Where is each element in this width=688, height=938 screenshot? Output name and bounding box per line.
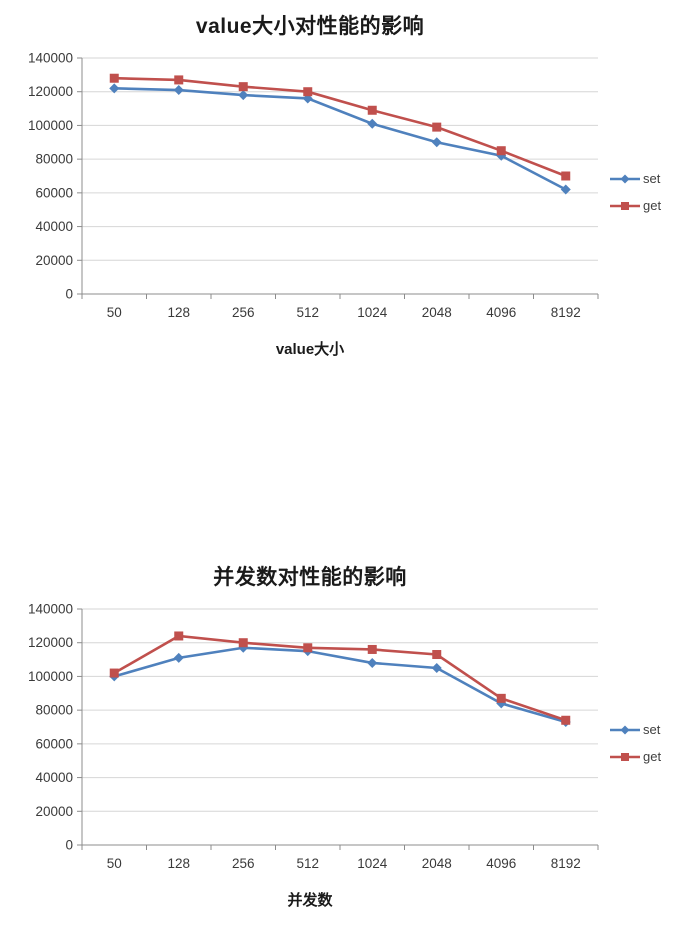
legend-item-get: get (610, 198, 678, 213)
marker-square (367, 105, 377, 115)
legend-label-set: set (643, 171, 661, 186)
chart-title-concurrency: 并发数对性能的影响 (213, 566, 407, 589)
legend-diamond-swatch (610, 725, 640, 734)
series-set-line (113, 646, 567, 724)
marker-square (174, 631, 184, 641)
x-tick-label: 1024 (357, 305, 388, 320)
marker-square (621, 201, 629, 210)
marker-square (303, 87, 313, 97)
legend-label-get: get (643, 749, 662, 764)
y-tick-label: 100000 (28, 118, 73, 133)
y-tick-label: 20000 (35, 804, 73, 819)
y-tick-label: 0 (65, 838, 73, 853)
x-tick-label: 512 (296, 305, 319, 320)
y-tick-label: 40000 (35, 770, 73, 785)
y-tick-label: 140000 (28, 602, 73, 617)
series-set-line (114, 87, 567, 191)
y-tick-label: 60000 (35, 736, 73, 751)
marker-diamond (109, 83, 120, 94)
charts-gap (10, 359, 688, 557)
marker-square (432, 122, 442, 132)
marker-diamond (302, 93, 313, 104)
y-tick-label: 0 (65, 287, 73, 302)
x-tick-label: 512 (296, 856, 319, 871)
marker-diamond (367, 118, 378, 129)
marker-square (561, 171, 571, 181)
chart-body-value-size: 0 20000 40000 60000 80000 100000 120000 140000 5… (10, 42, 682, 342)
marker-diamond (496, 150, 507, 161)
y-tick-label: 80000 (35, 703, 73, 718)
concurrency-plot-area: 0 20000 40000 60000 80000 100000 120000 140000 5… (28, 602, 599, 871)
y-tick-label: 40000 (35, 219, 73, 234)
series-get-line (113, 634, 567, 722)
marker-square (109, 668, 119, 678)
marker-square (238, 82, 248, 92)
legend-item-set: set (610, 171, 678, 186)
marker-square (496, 693, 506, 703)
y-tick-label: 20000 (35, 253, 73, 268)
marker-square (496, 146, 506, 156)
y-tick-label: 100000 (28, 669, 73, 684)
marker-diamond (560, 184, 571, 195)
marker-diamond (620, 174, 630, 183)
marker-diamond (173, 652, 184, 663)
chart-concurrency: 并发数对性能的影响 0 20000 40000 60000 80000 100000 120… (10, 557, 682, 910)
marker-square (621, 752, 629, 761)
x-tick-label: 2048 (422, 305, 452, 320)
x-tick-label: 2048 (422, 856, 452, 871)
marker-diamond (431, 663, 442, 673)
value-size-plot-area: 0 20000 40000 60000 80000 100000 120000 140000 5… (28, 51, 599, 320)
marker-diamond (173, 85, 184, 96)
marker-square (432, 650, 442, 660)
x-axis-title-value-size: value大小 (275, 341, 345, 358)
x-tick-label: 50 (107, 856, 122, 871)
chart-value-size: value大小对性能的影响 0 20000 40000 60000 80000 10000… (10, 6, 682, 359)
x-tick-label: 128 (167, 856, 190, 871)
legend-square-swatch (610, 752, 640, 761)
x-tick-label: 256 (232, 856, 255, 871)
legend-concurrency: set get (610, 722, 678, 764)
y-tick-label: 80000 (35, 152, 73, 167)
legend-item-set: set (610, 722, 678, 737)
legend-square-swatch (610, 201, 640, 210)
x-tick-label: 8192 (551, 856, 581, 871)
marker-diamond (620, 725, 630, 734)
x-tick-label: 50 (107, 305, 122, 320)
marker-square (561, 715, 571, 725)
marker-diamond (431, 137, 442, 148)
marker-square (303, 643, 313, 653)
y-tick-label: 140000 (28, 51, 73, 66)
marker-diamond (238, 642, 249, 653)
y-tick-label: 120000 (28, 84, 73, 99)
y-tick-label: 120000 (28, 635, 73, 650)
marker-square (174, 75, 184, 85)
legend-label-get: get (643, 198, 662, 213)
marker-square (367, 644, 377, 654)
x-tick-label: 128 (167, 305, 190, 320)
legend-item-get: get (610, 749, 678, 764)
chart-body-concurrency: 0 20000 40000 60000 80000 100000 120000 140000 5… (10, 593, 682, 893)
x-tick-label: 4096 (486, 305, 516, 320)
chart-title-value-size: value大小对性能的影响 (195, 15, 425, 38)
marker-diamond (367, 657, 378, 668)
marker-square (109, 73, 119, 83)
legend-value-size: set get (610, 171, 678, 213)
x-tick-label: 8192 (551, 305, 581, 320)
x-tick-label: 4096 (486, 856, 516, 871)
x-axis-title-concurrency: 并发数 (287, 892, 333, 909)
x-tick-label: 256 (232, 305, 255, 320)
y-tick-label: 60000 (35, 185, 73, 200)
legend-diamond-swatch (610, 174, 640, 183)
x-tick-label: 1024 (357, 856, 388, 871)
marker-square (238, 638, 248, 648)
marker-diamond (238, 90, 249, 101)
series-get-line (114, 76, 567, 178)
legend-label-set: set (643, 722, 661, 737)
